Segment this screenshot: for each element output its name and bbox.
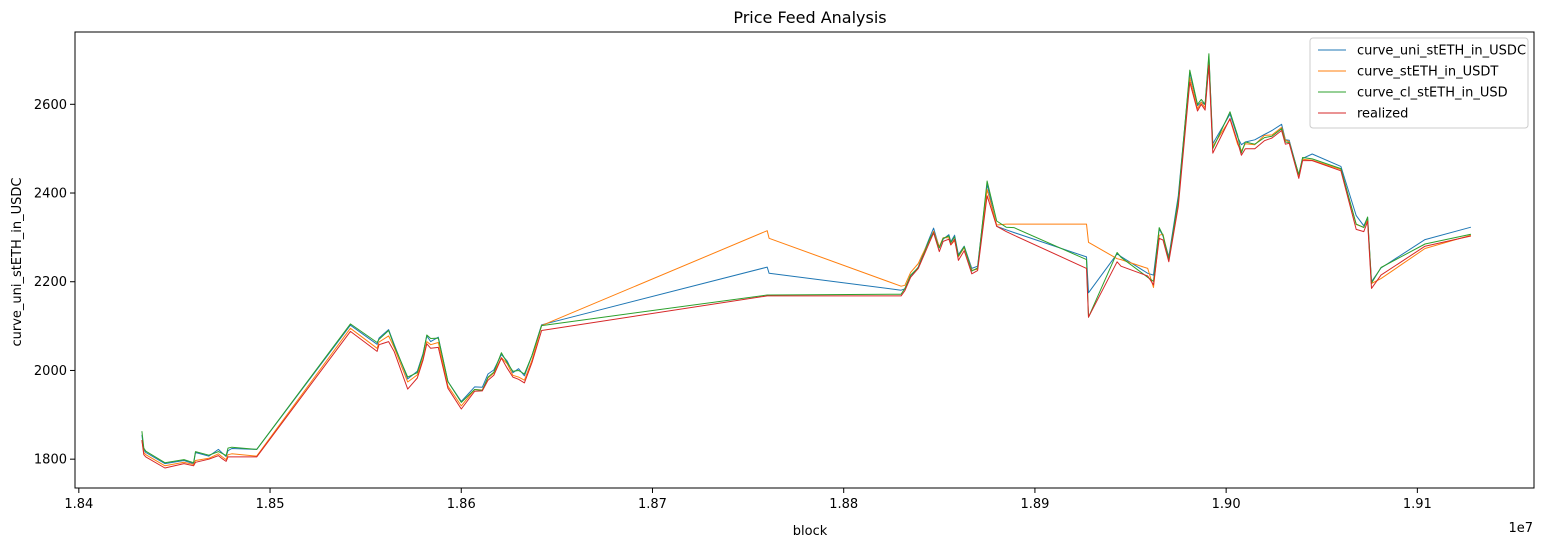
y-tick-label: 1800	[34, 453, 67, 468]
x-tick-label: 1.91	[1403, 497, 1432, 512]
x-axis-offset-label: 1e7	[1508, 521, 1533, 536]
plot-frame	[74, 31, 1535, 489]
legend-label-0: curve_uni_stETH_in_USDC	[1357, 44, 1526, 59]
y-tick-label: 2600	[34, 98, 67, 113]
series-line-2	[141, 53, 1472, 464]
legend-label-2: curve_cl_stETH_in_USD	[1357, 86, 1508, 101]
x-tick-label: 1.85	[256, 497, 285, 512]
x-axis-title: block	[793, 524, 828, 539]
legend-label-1: curve_stETH_in_USDT	[1357, 65, 1498, 80]
x-tick-label: 1.87	[638, 497, 667, 512]
chart-title: Price Feed Analysis	[733, 8, 886, 27]
x-tick-label: 1.88	[829, 497, 858, 512]
y-tick-label: 2200	[34, 275, 67, 290]
series-layer	[141, 53, 1472, 469]
legend-label-3: realized	[1357, 107, 1408, 122]
y-tick-label: 2400	[34, 187, 67, 202]
legend: curve_uni_stETH_in_USDC curve_stETH_in_US…	[1309, 37, 1529, 129]
x-tick-label: 1.86	[447, 497, 476, 512]
x-axis: 1.84 1.85 1.86 1.87 1.88 1.89 1.90 1.91	[64, 488, 1432, 512]
x-tick-label: 1.90	[1212, 497, 1241, 512]
y-axis: 1800 2000 2200 2400 2600	[34, 98, 75, 468]
x-tick-label: 1.84	[64, 497, 93, 512]
x-tick-label: 1.89	[1020, 497, 1049, 512]
y-tick-label: 2000	[34, 364, 67, 379]
series-line-3	[141, 64, 1472, 469]
y-axis-title: curve_uni_stETH_in_USDC	[10, 177, 25, 346]
legend-box	[1309, 37, 1529, 129]
